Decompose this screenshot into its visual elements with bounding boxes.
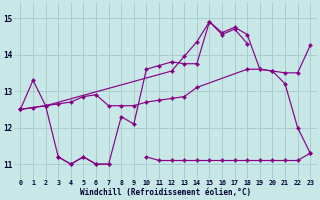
X-axis label: Windchill (Refroidissement éolien,°C): Windchill (Refroidissement éolien,°C)	[80, 188, 251, 197]
